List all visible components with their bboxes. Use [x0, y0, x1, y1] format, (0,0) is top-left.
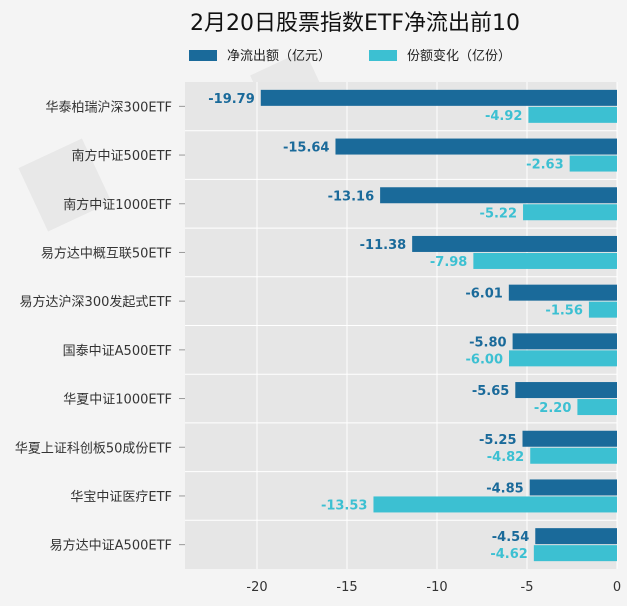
bar-share-change: [569, 155, 617, 172]
bar-share-change: [509, 350, 617, 367]
legend-swatch-outflow: [189, 50, 217, 61]
bar-share-change: [373, 496, 617, 513]
data-label-share-change: -2.20: [534, 401, 571, 416]
x-tick-label: 0: [613, 580, 621, 595]
bar-share-change: [588, 301, 617, 318]
data-label-outflow: -5.80: [469, 335, 506, 350]
bar-outflow: [335, 138, 617, 155]
bar-outflow: [260, 89, 617, 106]
x-tick-label: -10: [426, 580, 447, 595]
category-label: 华泰柏瑞沪深300ETF: [46, 99, 172, 115]
legend-label-outflow: 净流出额（亿元）: [227, 49, 331, 64]
bar-outflow: [412, 235, 617, 252]
data-label-outflow: -19.79: [208, 92, 255, 107]
category-label: 易方达中概互联50ETF: [41, 245, 172, 261]
category-label: 华夏上证科创板50成份ETF: [15, 441, 172, 456]
bar-outflow: [508, 284, 617, 301]
chart-title: 2月20日股票指数ETF净流出前10: [190, 11, 520, 36]
bar-share-change: [473, 252, 617, 269]
x-axis: -20 -15 -10 -5 0: [246, 580, 621, 595]
category-label: 易方达沪深300发起式ETF: [20, 294, 172, 310]
bar-outflow: [512, 333, 617, 350]
category-label: 南方中证1000ETF: [63, 197, 172, 213]
data-label-outflow: -5.65: [472, 384, 509, 399]
category-label: 易方达中证A500ETF: [50, 538, 172, 554]
data-label-share-change: -7.98: [430, 255, 467, 270]
legend-swatch-share-change: [369, 50, 397, 61]
bar-outflow: [522, 430, 617, 447]
data-label-share-change: -6.00: [466, 352, 503, 367]
legend: 净流出额（亿元） 份额变化（亿份）: [189, 48, 511, 64]
data-label-outflow: -11.38: [360, 238, 407, 253]
category-axis: 华泰柏瑞沪深300ETF 南方中证500ETF 南方中证1000ETF 易方达中概互联…: [15, 99, 185, 554]
bar-share-change: [528, 106, 617, 123]
data-label-outflow: -6.01: [465, 287, 502, 302]
bar-outflow: [380, 187, 617, 204]
data-label-share-change: -13.53: [321, 498, 368, 513]
data-label-share-change: -2.63: [526, 158, 563, 173]
data-label-outflow: -5.25: [479, 433, 516, 448]
bar-share-change: [523, 204, 617, 221]
legend-item-share-change: 份额变化（亿份）: [369, 48, 511, 64]
data-label-outflow: -4.54: [492, 530, 529, 545]
bar-share-change: [577, 399, 617, 416]
category-label: 南方中证500ETF: [72, 148, 172, 164]
data-labels: -19.79 -4.92 -15.64 -2.63 -13.16 -5.22 -11.38 -…: [208, 92, 583, 562]
x-tick-label: -5: [521, 580, 534, 595]
x-tick-label: -15: [336, 580, 357, 595]
data-label-outflow: -4.85: [486, 481, 523, 496]
data-label-share-change: -4.92: [485, 109, 522, 124]
data-label-share-change: -5.22: [480, 206, 517, 221]
data-label-share-change: -4.62: [490, 547, 527, 562]
bar-outflow: [529, 479, 617, 496]
bars: [260, 89, 617, 562]
data-label-share-change: -1.56: [545, 304, 582, 319]
data-label-share-change: -4.82: [487, 450, 524, 465]
legend-label-share-change: 份额变化（亿份）: [407, 48, 511, 64]
bar-outflow: [535, 528, 617, 545]
bar-outflow: [515, 382, 617, 399]
data-label-outflow: -15.64: [283, 141, 330, 156]
category-label: 国泰中证A500ETF: [63, 344, 172, 359]
data-label-outflow: -13.16: [328, 189, 375, 204]
legend-item-outflow: 净流出额（亿元）: [189, 49, 331, 64]
category-label: 华宝中证医疗ETF: [70, 490, 172, 505]
bar-share-change: [533, 545, 617, 562]
bar-share-change: [530, 447, 617, 464]
category-label: 华夏中证1000ETF: [63, 393, 172, 408]
x-tick-label: -20: [246, 580, 267, 595]
